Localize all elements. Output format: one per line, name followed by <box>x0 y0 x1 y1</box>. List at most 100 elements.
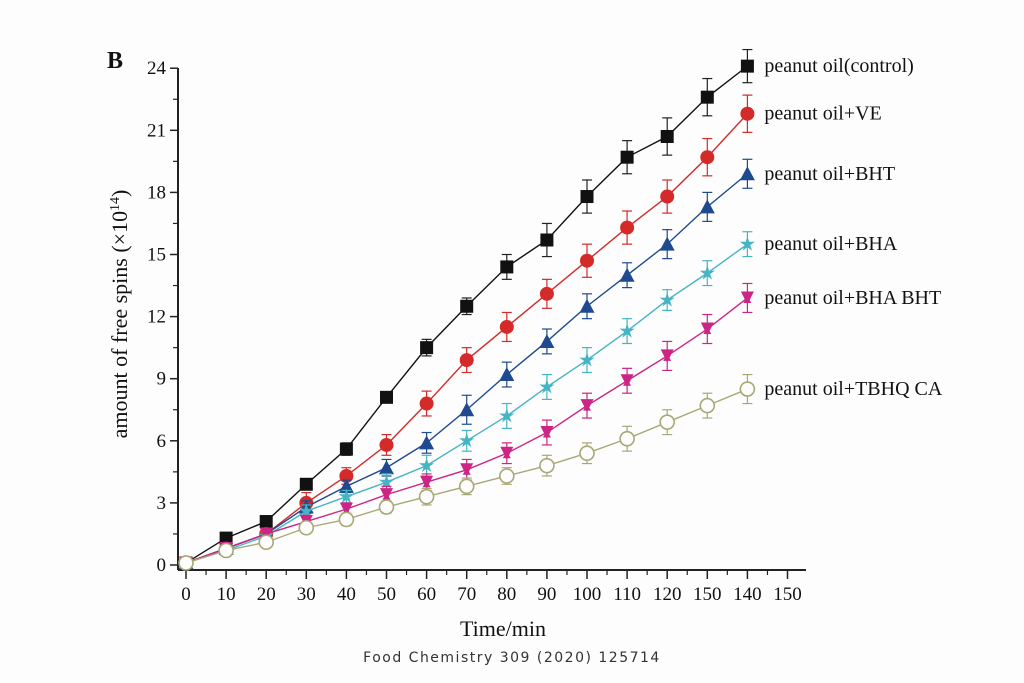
marker-open-circle <box>699 397 716 414</box>
legend-label: peanut oil+BHA BHT <box>764 287 941 309</box>
marker-triangle-up <box>579 298 595 313</box>
y-tick-label: 3 <box>157 493 167 514</box>
marker-star <box>419 457 435 473</box>
marker-open-circle <box>619 430 635 447</box>
legend-label: peanut oil+BHA <box>764 233 897 255</box>
marker-triangle-up <box>379 460 394 475</box>
marker-star <box>699 265 715 280</box>
figure-caption: Food Chemistry 309 (2020) 125714 <box>363 650 661 666</box>
y-tick-label: 15 <box>147 245 166 266</box>
marker-circle <box>419 396 434 411</box>
marker-star <box>298 503 314 518</box>
marker-triangle-up <box>539 333 555 348</box>
marker-star <box>378 474 395 489</box>
marker-triangle-down-inner <box>542 430 551 438</box>
marker-triangle-up <box>739 166 755 181</box>
marker-open-circle <box>218 542 234 559</box>
marker-square <box>580 190 594 204</box>
y-tick-label: 12 <box>147 307 166 328</box>
marker-square <box>420 341 434 355</box>
legend: peanut oil(control) peanut oil+VE peanut o… <box>764 55 942 400</box>
marker-triangle-up <box>499 367 515 382</box>
marker-circle <box>620 220 635 235</box>
x-tick-label: 10 <box>217 584 236 605</box>
marker-triangle-down-inner <box>663 353 672 361</box>
marker-square <box>740 59 754 73</box>
marker-circle <box>539 286 554 301</box>
marker-open-circle <box>178 555 194 571</box>
x-tick-label: 90 <box>537 584 556 605</box>
marker-circle <box>660 189 675 204</box>
legend-label: peanut oil+VE <box>764 103 881 125</box>
y-tick-label: 18 <box>147 182 166 203</box>
marker-open-circle <box>579 445 595 462</box>
panel-label: B <box>107 48 123 74</box>
marker-triangle-up <box>699 199 715 214</box>
marker-triangle-up <box>419 435 435 450</box>
x-tick-label: 150 <box>773 584 802 605</box>
marker-circle <box>740 106 755 121</box>
marker-circle <box>339 468 354 483</box>
x-axis-title: Time/min <box>460 616 546 641</box>
legend-label: peanut oil(control) <box>764 55 913 77</box>
x-tick-label: 20 <box>257 584 276 605</box>
marker-star <box>499 408 515 423</box>
marker-square <box>460 299 474 313</box>
marker-circle <box>700 150 715 165</box>
marker-circle <box>459 353 474 368</box>
series-layer <box>178 48 756 571</box>
x-tick-label: 0 <box>181 584 191 605</box>
marker-square <box>700 90 714 104</box>
x-tick-label: 70 <box>457 584 476 605</box>
y-axis-title-suffix: ) <box>107 190 132 197</box>
marker-triangle-up <box>338 478 354 493</box>
marker-triangle-up <box>459 402 475 417</box>
x-tick-label: 120 <box>653 584 682 605</box>
legend-label: peanut oil+TBHQ CA <box>764 378 942 400</box>
marker-circle <box>379 437 394 452</box>
marker-circle <box>580 253 594 268</box>
marker-star <box>539 379 555 394</box>
legend-label: peanut oil+BHT <box>764 163 895 185</box>
marker-star <box>659 292 675 307</box>
marker-star <box>579 352 595 367</box>
marker-triangle-down-inner <box>743 295 752 303</box>
x-tick-label: 140 <box>733 584 762 605</box>
marker-open-circle <box>298 519 315 536</box>
x-tick-label: 40 <box>337 584 356 605</box>
x-tick-label: 60 <box>417 584 436 605</box>
marker-triangle-up <box>659 236 675 251</box>
marker-triangle-down-inner <box>422 480 431 488</box>
y-tick-label: 9 <box>157 369 167 390</box>
y-tick-label: 0 <box>157 555 167 576</box>
marker-open-circle <box>458 478 475 495</box>
marker-star <box>459 432 475 448</box>
marker-open-circle <box>378 499 395 515</box>
marker-square <box>219 531 233 545</box>
series-line <box>185 113 748 564</box>
y-tick-label: 6 <box>157 431 167 452</box>
x-tick-label: 100 <box>573 584 602 605</box>
y-tick-label: 21 <box>147 120 166 141</box>
y-tick-label: 24 <box>147 58 167 79</box>
x-tick-label: 150 <box>693 584 722 605</box>
marker-triangle-down-inner <box>703 327 712 335</box>
marker-triangle-down-inner <box>583 403 591 411</box>
marker-open-circle <box>739 381 756 397</box>
marker-triangle-down-inner <box>462 467 471 475</box>
marker-square <box>500 260 514 274</box>
marker-open-circle <box>338 511 355 528</box>
y-axis-title: amount of free spins (×1014) <box>107 190 132 439</box>
marker-open-circle <box>498 468 515 484</box>
marker-open-circle <box>418 488 435 505</box>
series-peanut-oil-tbhq-ca <box>178 373 756 571</box>
x-tick-label: 30 <box>297 584 316 605</box>
marker-open-circle <box>539 457 555 474</box>
y-axis-title-exponent: 14 <box>108 197 123 211</box>
marker-star <box>739 236 755 251</box>
marker-square <box>380 390 393 404</box>
marker-triangle-down-inner <box>382 492 391 500</box>
marker-open-circle <box>659 414 676 430</box>
marker-triangle-down-inner <box>502 451 511 459</box>
